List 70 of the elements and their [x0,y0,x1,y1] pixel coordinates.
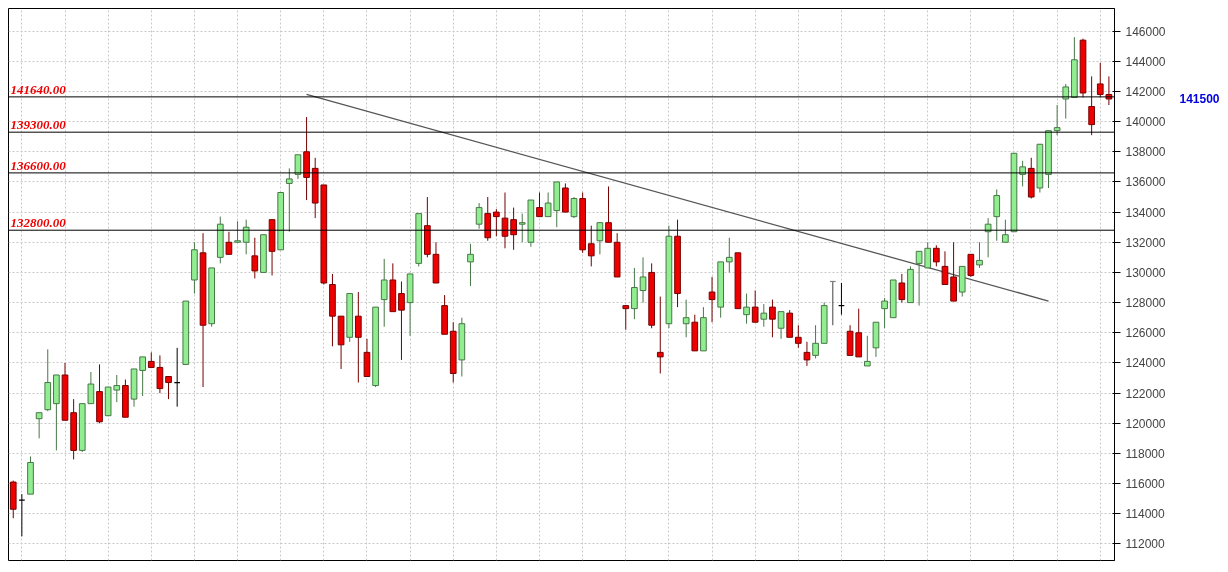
ref-line-label: 141640.00 [10,81,67,97]
y-tick-label: 134000 [1125,205,1166,220]
candlestick [605,185,612,243]
candlestick [475,202,483,230]
candlestick [493,208,500,237]
candlestick [596,222,604,255]
candlestick [380,258,388,328]
candlestick [398,280,405,361]
candlestick [570,196,578,219]
candlestick [708,276,716,323]
text: 141500 [1179,92,1220,107]
candlestick [863,335,871,367]
candlestick [743,293,750,325]
y-tick-label: 132000 [1125,235,1166,250]
y-tick-label: 138000 [1125,145,1166,160]
candlestick [294,154,302,180]
y-tick-label: 120000 [1125,416,1166,431]
candlestick [501,192,509,249]
candlestick [354,291,362,384]
candlestick [725,237,733,273]
candlestick [993,188,1001,242]
candlestick [898,273,906,304]
candlestick [536,192,543,218]
y-tick-label: 118000 [1125,446,1165,461]
candlestick [587,225,595,267]
y-tick-label: 116000 [1125,477,1165,492]
candlestick [35,412,43,439]
y-tick-label: 144000 [1125,54,1166,69]
candlestick [751,290,759,323]
candlestick [656,296,664,374]
candlestick [631,267,638,320]
y-tick-label: 130000 [1125,265,1166,280]
y-tick-label: 122000 [1125,386,1166,401]
candlestick [1002,219,1009,243]
candlestick [760,303,768,328]
y-tick-label: 124000 [1125,356,1166,371]
y-tick-label: 112000 [1125,537,1165,552]
ref-line-label: 139300.00 [10,117,67,133]
candlestick [976,241,983,269]
candlestick [622,305,630,331]
candlestick [225,231,233,255]
ref-line-label: 136600.00 [10,157,67,173]
ref-line-label: 132800.00 [10,215,67,231]
candlestick [682,299,690,338]
y-tick-label: 136000 [1125,175,1166,190]
candlestick [794,324,802,349]
y-tick-label: 126000 [1125,326,1166,341]
candlestick [941,250,949,285]
candlestick [234,220,241,243]
candlestick [242,219,250,255]
candlestick [803,341,811,367]
y-tick-label: 140000 [1125,115,1166,130]
candlestick [967,253,975,278]
candlestick [769,299,776,338]
candlestick [1088,75,1095,136]
candlestick [639,256,647,304]
y-tick-label: 128000 [1125,296,1166,311]
y-tick-label: 114000 [1125,507,1165,522]
candlestick [510,207,517,251]
candlestick [467,243,474,287]
candlestick [777,311,785,340]
candlestick [933,244,940,267]
candlestick [881,297,888,329]
candlestick [165,376,172,400]
candlestick [1053,104,1061,136]
candlestick [251,237,259,279]
candlestick [812,324,819,359]
y-tick-label: 146000 [1125,24,1166,39]
candlestick [285,167,293,233]
y-tick-label: 142000 [1125,84,1166,99]
